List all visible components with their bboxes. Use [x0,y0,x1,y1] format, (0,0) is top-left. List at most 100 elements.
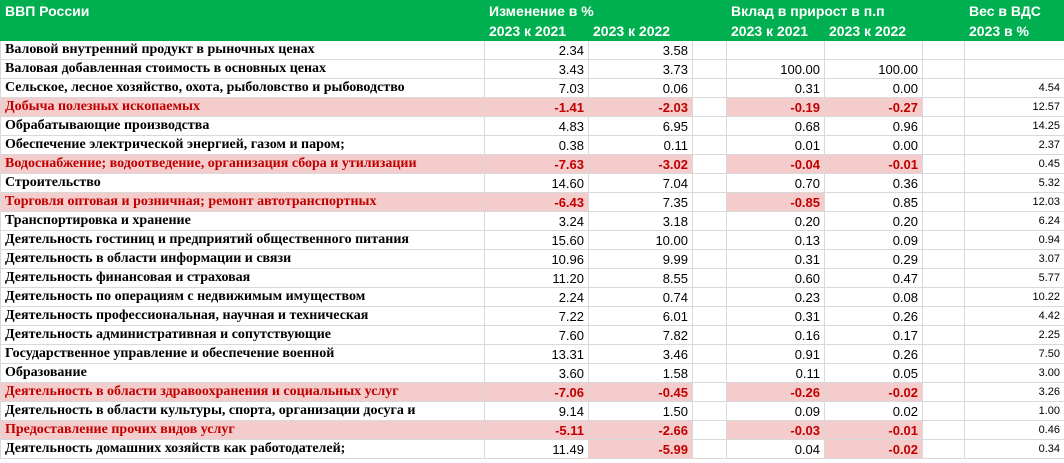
cell-contrib-2023-2021[interactable]: 0.31 [726,249,825,269]
cell-contrib-2023-2022[interactable]: 0.96 [823,116,924,136]
row-label[interactable]: Добыча полезных ископаемых [0,97,485,117]
header-change-group[interactable]: Изменение в % [484,0,693,21]
cell-change-2023-2021[interactable]: 10.96 [484,249,589,269]
header-weight-group[interactable]: Вес в ВДС [964,0,1064,21]
cell-contrib-2023-2021[interactable]: 0.20 [726,211,825,231]
cell-gap[interactable] [922,230,966,250]
header-gap[interactable] [922,20,966,41]
cell-change-2023-2022[interactable]: 6.01 [588,306,693,326]
cell-gap[interactable] [692,268,727,288]
cell-contrib-2023-2022[interactable]: 100.00 [823,59,924,79]
cell-gap[interactable] [692,306,727,326]
cell-change-2023-2022[interactable]: 7.04 [588,173,693,193]
cell-gap[interactable] [922,135,966,155]
row-label[interactable]: Обрабатывающие производства [0,116,485,136]
cell-change-2023-2021[interactable]: -1.41 [484,97,589,117]
cell-change-2023-2021[interactable]: -6.43 [484,192,589,212]
cell-gap[interactable] [922,78,966,98]
cell-change-2023-2022[interactable]: 0.74 [588,287,693,307]
row-label[interactable]: Деятельность гостиниц и предприятий обще… [0,230,485,250]
header-empty[interactable] [0,20,485,41]
cell-change-2023-2022[interactable]: -0.45 [588,382,693,402]
cell-gap[interactable] [922,268,966,288]
row-label[interactable]: Образование [0,363,485,383]
row-label[interactable]: Валовая добавленная стоимость в основных… [0,59,485,79]
header-change-2023-2022[interactable]: 2023 к 2022 [588,20,693,41]
cell-change-2023-2022[interactable]: 0.11 [588,135,693,155]
table-title[interactable]: ВВП России [0,0,485,21]
cell-gap[interactable] [692,59,727,79]
cell-gap[interactable] [922,325,966,345]
cell-change-2023-2021[interactable]: 11.49 [484,439,589,459]
cell-change-2023-2021[interactable]: 3.24 [484,211,589,231]
cell-contrib-2023-2021[interactable]: 0.68 [726,116,825,136]
cell-contrib-2023-2022[interactable]: 0.36 [823,173,924,193]
cell-weight-2023[interactable]: 12.57 [964,97,1064,117]
cell-gap[interactable] [922,211,966,231]
cell-change-2023-2022[interactable]: 3.18 [588,211,693,231]
cell-contrib-2023-2022[interactable] [823,40,924,60]
cell-weight-2023[interactable]: 5.77 [964,268,1064,288]
cell-contrib-2023-2021[interactable]: -0.26 [726,382,825,402]
cell-weight-2023[interactable]: 3.26 [964,382,1064,402]
cell-weight-2023[interactable]: 10.22 [964,287,1064,307]
cell-contrib-2023-2021[interactable]: 0.60 [726,268,825,288]
cell-gap[interactable] [692,78,727,98]
cell-gap[interactable] [692,40,727,60]
cell-change-2023-2021[interactable]: -5.11 [484,420,589,440]
cell-weight-2023[interactable] [964,59,1064,79]
cell-contrib-2023-2022[interactable]: 0.00 [823,135,924,155]
cell-change-2023-2022[interactable]: 7.82 [588,325,693,345]
cell-weight-2023[interactable]: 2.25 [964,325,1064,345]
cell-change-2023-2022[interactable]: 9.99 [588,249,693,269]
cell-contrib-2023-2022[interactable]: 0.08 [823,287,924,307]
row-label[interactable]: Деятельность в области информации и связ… [0,249,485,269]
cell-change-2023-2022[interactable]: 10.00 [588,230,693,250]
cell-gap[interactable] [922,116,966,136]
cell-contrib-2023-2021[interactable]: 0.13 [726,230,825,250]
cell-change-2023-2021[interactable]: 9.14 [484,401,589,421]
cell-change-2023-2021[interactable]: 7.03 [484,78,589,98]
header-contrib-group[interactable]: Вклад в прирост в п.п [725,0,924,21]
cell-gap[interactable] [692,97,727,117]
cell-weight-2023[interactable]: 2.37 [964,135,1064,155]
cell-weight-2023[interactable] [964,40,1064,60]
cell-weight-2023[interactable]: 3.00 [964,363,1064,383]
cell-gap[interactable] [922,306,966,326]
cell-gap[interactable] [692,287,727,307]
cell-contrib-2023-2022[interactable]: 0.85 [823,192,924,212]
cell-weight-2023[interactable]: 5.32 [964,173,1064,193]
cell-weight-2023[interactable]: 0.94 [964,230,1064,250]
cell-gap[interactable] [922,173,966,193]
cell-change-2023-2022[interactable]: 7.35 [588,192,693,212]
cell-contrib-2023-2021[interactable]: -0.04 [726,154,825,174]
cell-contrib-2023-2021[interactable]: 0.04 [726,439,825,459]
cell-contrib-2023-2021[interactable]: -0.03 [726,420,825,440]
cell-contrib-2023-2022[interactable]: 0.47 [823,268,924,288]
row-label[interactable]: Деятельность административная и сопутств… [0,325,485,345]
cell-contrib-2023-2022[interactable]: 0.02 [823,401,924,421]
cell-contrib-2023-2022[interactable]: 0.05 [823,363,924,383]
cell-gap[interactable] [922,59,966,79]
cell-contrib-2023-2021[interactable]: 0.31 [726,78,825,98]
cell-gap[interactable] [692,382,727,402]
cell-contrib-2023-2022[interactable]: -0.27 [823,97,924,117]
cell-contrib-2023-2021[interactable] [726,40,825,60]
cell-contrib-2023-2021[interactable]: 0.91 [726,344,825,364]
cell-gap[interactable] [922,97,966,117]
cell-contrib-2023-2022[interactable]: -0.02 [823,439,924,459]
cell-contrib-2023-2021[interactable]: 0.23 [726,287,825,307]
cell-gap[interactable] [922,420,966,440]
row-label[interactable]: Валовой внутренний продукт в рыночных це… [0,40,485,60]
cell-weight-2023[interactable]: 0.45 [964,154,1064,174]
cell-contrib-2023-2021[interactable]: 0.31 [726,306,825,326]
cell-gap[interactable] [692,135,727,155]
cell-gap[interactable] [692,325,727,345]
cell-gap[interactable] [692,211,727,231]
cell-gap[interactable] [922,401,966,421]
cell-contrib-2023-2021[interactable]: 0.70 [726,173,825,193]
cell-contrib-2023-2021[interactable]: 100.00 [726,59,825,79]
cell-change-2023-2021[interactable]: 15.60 [484,230,589,250]
row-label[interactable]: Сельское, лесное хозяйство, охота, рыбол… [0,78,485,98]
cell-gap[interactable] [692,363,727,383]
